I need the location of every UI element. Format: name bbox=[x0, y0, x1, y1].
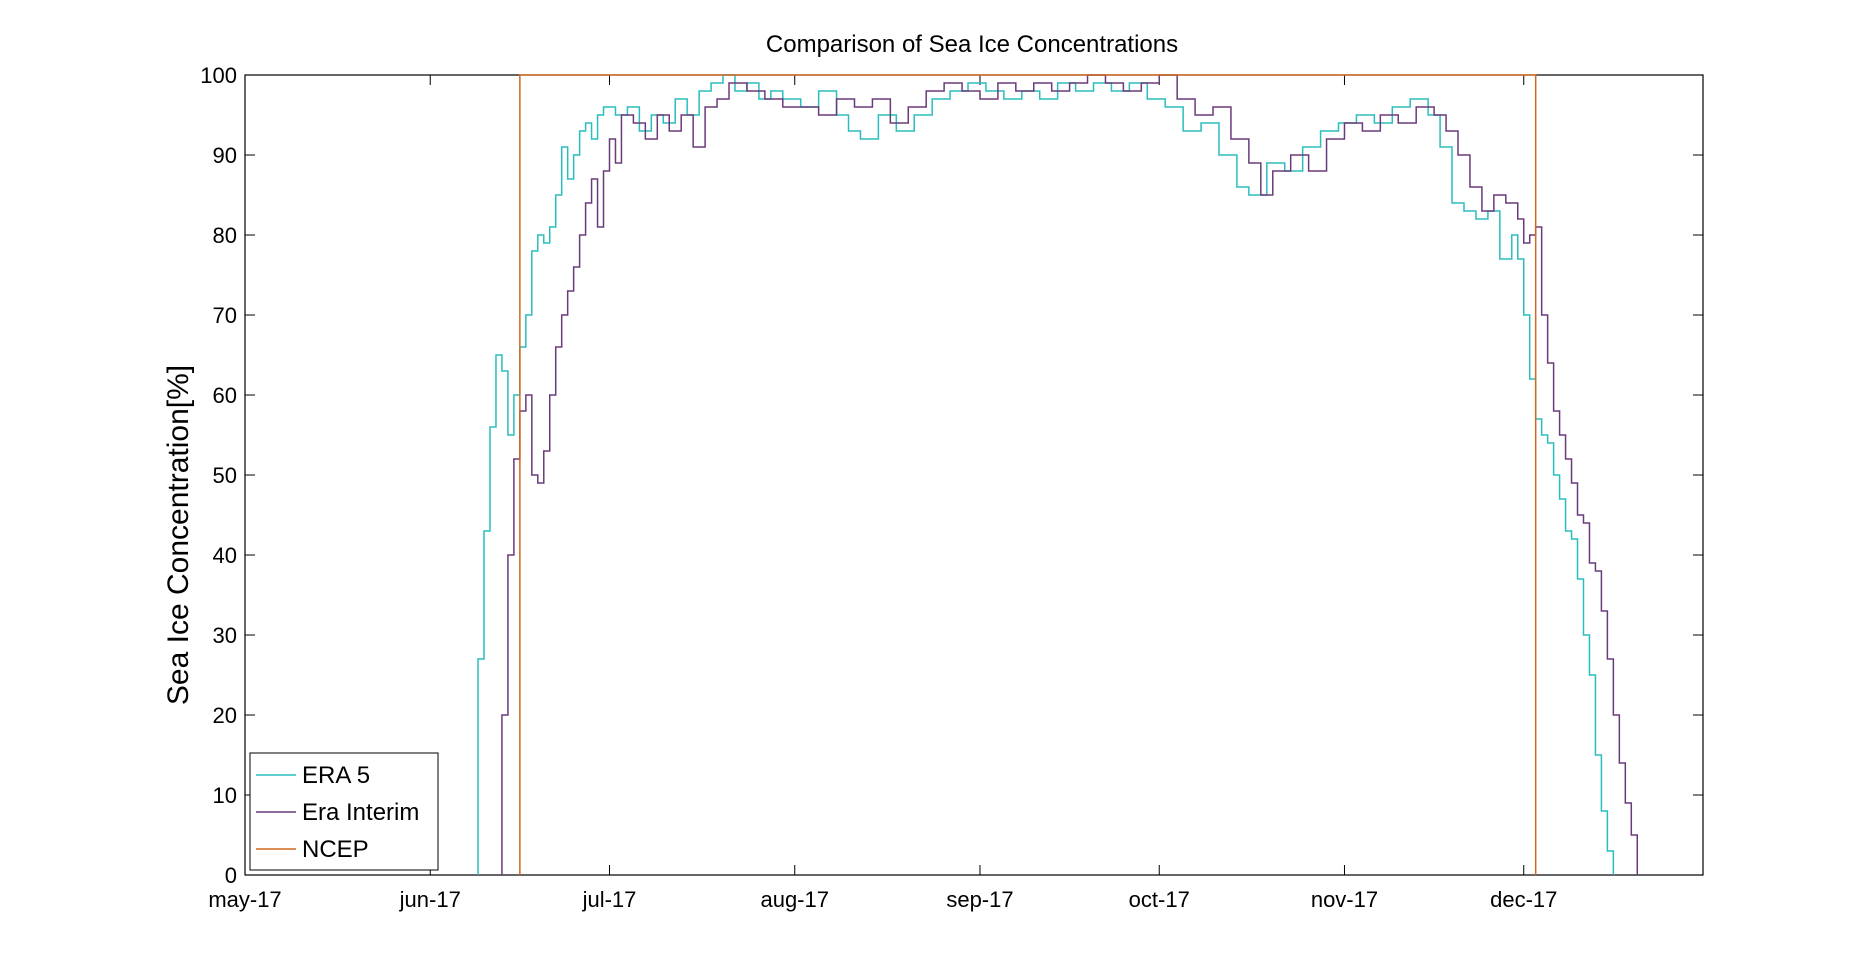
legend: ERA 5 Era Interim NCEP bbox=[249, 752, 439, 871]
x-tick-label: aug-17 bbox=[760, 887, 829, 912]
y-tick-label: 90 bbox=[213, 143, 237, 168]
legend-label-ncep: NCEP bbox=[302, 836, 369, 863]
y-tick-label: 0 bbox=[225, 863, 237, 888]
chart-title: Comparison of Sea Ice Concentrations bbox=[766, 31, 1178, 58]
x-tick-label: nov-17 bbox=[1311, 887, 1378, 912]
y-axis-label: Sea Ice Concentration[%] bbox=[162, 365, 195, 705]
x-tick-label: oct-17 bbox=[1129, 887, 1190, 912]
x-tick-label: sep-17 bbox=[946, 887, 1013, 912]
x-tick-label: may-17 bbox=[208, 887, 281, 912]
y-tick-label: 20 bbox=[213, 703, 237, 728]
axes-frame bbox=[244, 74, 1704, 876]
y-tick-label: 100 bbox=[200, 63, 237, 88]
series-line-era-interim bbox=[501, 74, 1639, 875]
series-line-ncep bbox=[519, 74, 1537, 875]
y-tick-label: 70 bbox=[213, 303, 237, 328]
legend-label-era-5: ERA 5 bbox=[302, 762, 370, 789]
x-tick-label: dec-17 bbox=[1490, 887, 1557, 912]
y-tick-label: 60 bbox=[213, 383, 237, 408]
y-tick-label: 80 bbox=[213, 223, 237, 248]
y-tick-label: 10 bbox=[213, 783, 237, 808]
legend-label-era-interim: Era Interim bbox=[302, 799, 419, 826]
y-tick-label: 50 bbox=[213, 463, 237, 488]
y-tick-label: 30 bbox=[213, 623, 237, 648]
y-tick-label: 40 bbox=[213, 543, 237, 568]
series-line-era-5 bbox=[477, 74, 1615, 875]
x-tick-label: jul-17 bbox=[582, 887, 637, 912]
x-tick-label: jun-17 bbox=[399, 887, 461, 912]
plot-area: 0 10 20 30 40 50 60 70 80 90 100 may-17 jun-17 jul-17… bbox=[200, 63, 1704, 912]
